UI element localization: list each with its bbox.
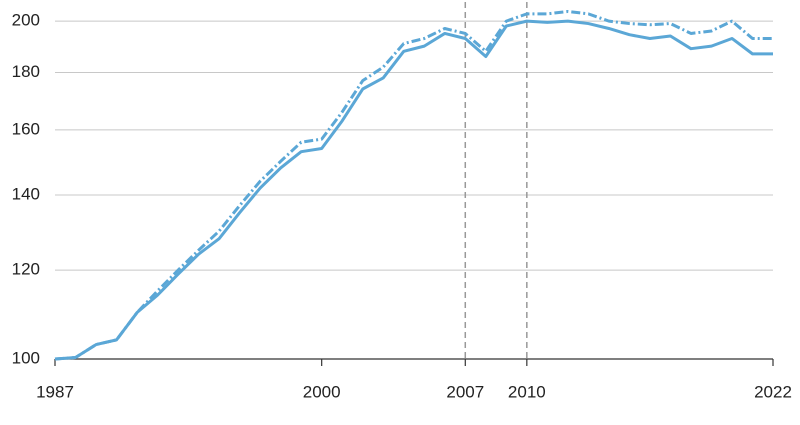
y-tick-label: 100 <box>12 348 40 367</box>
y-tick-label: 180 <box>12 62 40 81</box>
x-tick-label: 2000 <box>303 382 341 401</box>
x-tick-label: 1987 <box>36 382 74 401</box>
x-tick-label: 2010 <box>508 382 546 401</box>
x-tick-label: 2022 <box>754 382 792 401</box>
y-tick-label: 160 <box>12 119 40 138</box>
x-tick-label: 2007 <box>446 382 484 401</box>
data-line <box>54 9 773 361</box>
data-line <box>54 19 773 361</box>
y-tick-label: 200 <box>12 11 40 30</box>
y-tick-label: 140 <box>12 184 40 203</box>
y-tick-label: 120 <box>12 260 40 279</box>
